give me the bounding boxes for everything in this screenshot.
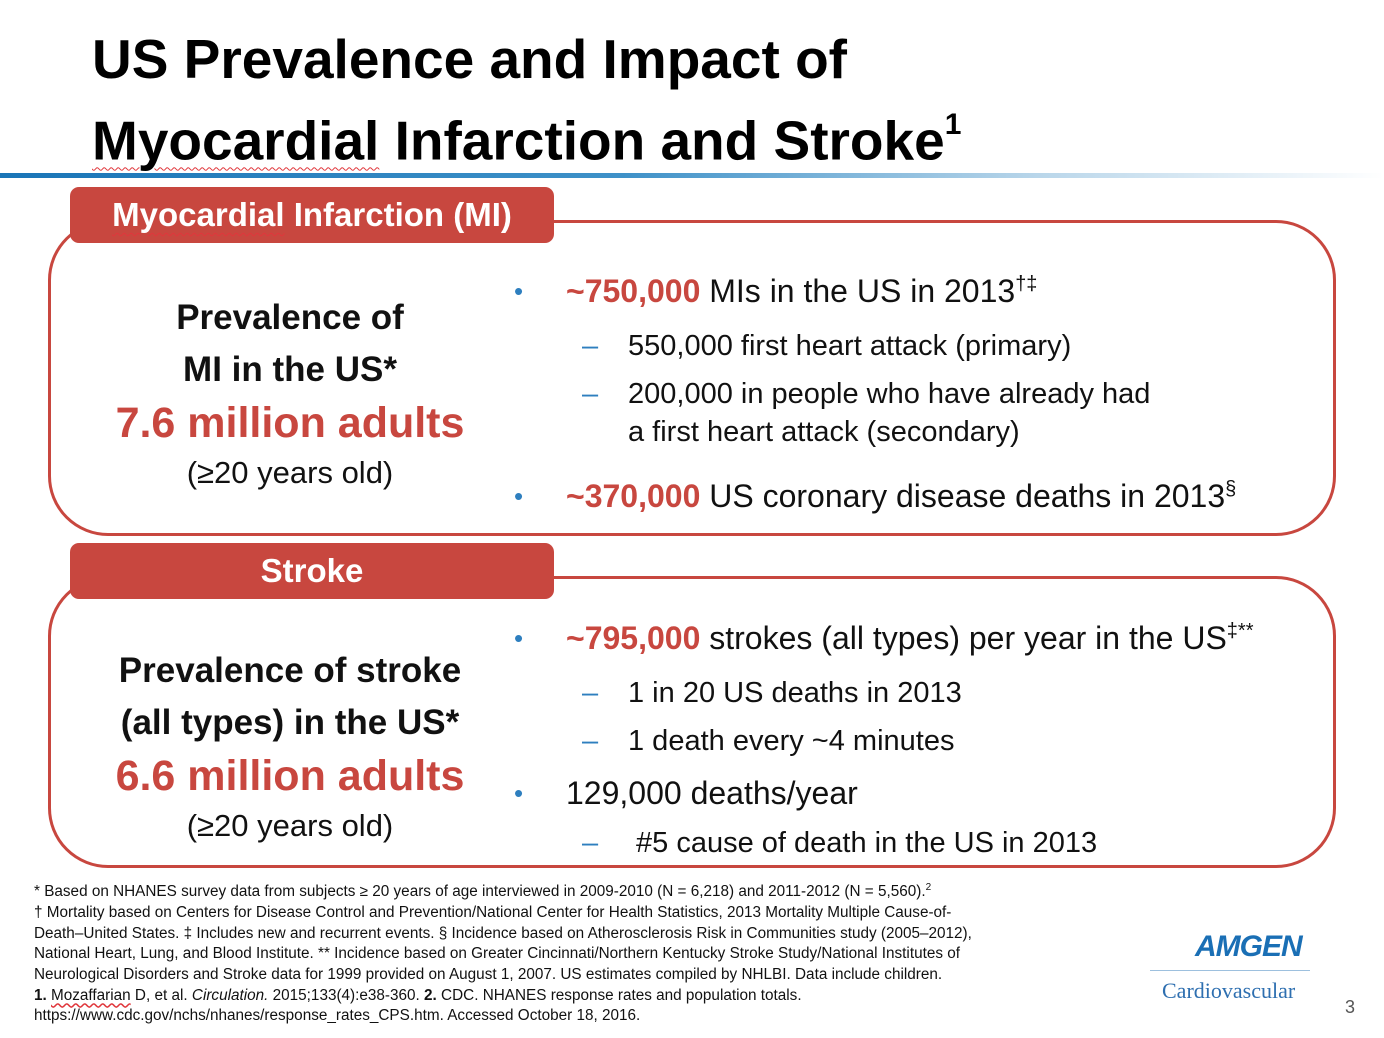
stroke-subbullet-3-text: #5 cause of death in the US in 2013 bbox=[636, 827, 1098, 859]
ref-journal: Circulation. bbox=[191, 986, 269, 1004]
mi-subbullet-2: – 200,000 in people who have already had… bbox=[510, 375, 1330, 451]
stroke-subbullet-2: – 1 death every ~4 minutes bbox=[510, 722, 1330, 760]
bullet-dot-icon: • bbox=[514, 778, 524, 808]
mi-panel bbox=[48, 220, 1336, 536]
stroke-prevalence: Prevalence of stroke (all types) in the … bbox=[55, 645, 525, 849]
amgen-wordmark: AMGEN bbox=[1195, 930, 1303, 963]
stroke-panel bbox=[48, 576, 1336, 868]
page-number: 3 bbox=[1345, 997, 1356, 1017]
title-line-1: US Prevalence and Impact of bbox=[92, 28, 847, 90]
mi-prevalence-age: (≥20 years old) bbox=[186, 455, 394, 490]
mi-subbullet-2-line2: a first heart attack (secondary) bbox=[628, 416, 1020, 448]
bullet-dot-icon: • bbox=[514, 481, 524, 511]
mi-tab: Myocardial Infarction (MI) bbox=[70, 187, 554, 243]
mi-bullet-1-highlight: ~750,000 bbox=[566, 273, 701, 309]
logo-division: Cardiovascular bbox=[1162, 978, 1296, 1003]
mi-bullet-1: • ~750,000 MIs in the US in 2013†‡ bbox=[510, 270, 1330, 317]
stroke-subbullet-1-text: 1 in 20 US deaths in 2013 bbox=[628, 677, 962, 709]
stroke-bullet-2: • 129,000 deaths/year bbox=[510, 772, 1330, 814]
dash-icon: – bbox=[582, 725, 599, 757]
title-word-myocardial: Myocardial bbox=[92, 109, 380, 172]
amgen-cardiovascular-logo: AMGEN Cardiovascular bbox=[1150, 922, 1320, 1012]
stroke-bullets: • ~795,000 strokes (all types) per year … bbox=[510, 617, 1330, 862]
mi-bullet-2: • ~370,000 US coronary disease deaths in… bbox=[510, 475, 1330, 522]
ref-cite: 2015;133(4):e38-360. bbox=[268, 986, 425, 1004]
title-reference: 1 bbox=[944, 108, 962, 141]
footnote-line-3: Death–United States. ‡ Includes new and … bbox=[34, 924, 972, 942]
stroke-bullet-1: • ~795,000 strokes (all types) per year … bbox=[510, 617, 1330, 664]
stroke-prevalence-value: 6.6 million adults bbox=[115, 752, 465, 800]
footnote-line-6: 1. Mozaffarian D, et al. Circulation. 20… bbox=[34, 986, 1104, 1007]
mi-bullet-2-sup: § bbox=[1225, 478, 1237, 500]
ref-number-2: 2. bbox=[424, 986, 437, 1004]
footnote-line-1-text: * Based on NHANES survey data from subje… bbox=[34, 883, 926, 901]
stroke-bullet-2-text: 129,000 deaths/year bbox=[566, 775, 858, 811]
ref-number-1: 1. bbox=[34, 986, 47, 1004]
mi-subbullet-1-text: 550,000 first heart attack (primary) bbox=[628, 330, 1072, 362]
mi-bullet-2-text: US coronary disease deaths in 2013 bbox=[700, 478, 1226, 514]
mi-prevalence-line2: MI in the US* bbox=[183, 350, 397, 389]
footnote-line-4: National Heart, Lung, and Blood Institut… bbox=[34, 945, 960, 963]
dash-icon: – bbox=[582, 677, 599, 709]
title-line-2: Myocardial Infarction and Stroke1 bbox=[92, 95, 1272, 176]
footnote-line-1: * Based on NHANES survey data from subje… bbox=[34, 878, 1104, 903]
dash-icon: – bbox=[582, 827, 599, 859]
stroke-prevalence-age: (≥20 years old) bbox=[186, 808, 394, 843]
stroke-subbullet-3: – #5 cause of death in the US in 2013 bbox=[510, 824, 1330, 862]
mi-tab-rest: Infarction (MI) bbox=[284, 196, 512, 233]
mi-subbullet-2-line1: 200,000 in people who have already had bbox=[628, 378, 1151, 410]
ref-author: Mozaffarian bbox=[51, 986, 131, 1004]
mi-prevalence-value: 7.6 million adults bbox=[115, 399, 465, 447]
footnote-line-7: https://www.cdc.gov/nchs/nhanes/response… bbox=[34, 1007, 641, 1025]
footnote-line-1-sup: 2 bbox=[925, 882, 932, 893]
slide-title: US Prevalence and Impact of Myocardial I… bbox=[92, 24, 1272, 176]
stroke-subbullet-2-text: 1 death every ~4 minutes bbox=[628, 725, 955, 757]
stroke-bullet-1-text: strokes (all types) per year in the US bbox=[700, 620, 1227, 656]
bullet-dot-icon: • bbox=[514, 623, 524, 653]
stroke-bullet-1-sup: ‡** bbox=[1226, 620, 1254, 642]
mi-bullet-1-sup: †‡ bbox=[1015, 273, 1038, 295]
mi-bullets: • ~750,000 MIs in the US in 2013†‡ – 550… bbox=[510, 270, 1330, 522]
title-line-2-rest: Infarction and Stroke bbox=[379, 109, 945, 172]
stroke-prevalence-line1: Prevalence of stroke bbox=[118, 651, 462, 690]
mi-bullet-1-text: MIs in the US in 2013 bbox=[700, 273, 1016, 309]
mi-bullet-2-highlight: ~370,000 bbox=[566, 478, 701, 514]
mi-subbullet-1: – 550,000 first heart attack (primary) bbox=[510, 327, 1330, 365]
stroke-bullet-1-highlight: ~795,000 bbox=[566, 620, 701, 656]
logo-divider bbox=[1150, 970, 1310, 971]
stroke-tab: Stroke bbox=[70, 543, 554, 599]
dash-icon: – bbox=[582, 378, 599, 410]
dash-icon: – bbox=[582, 330, 599, 362]
mi-prevalence-line1: Prevalence of bbox=[176, 298, 404, 337]
bullet-dot-icon: • bbox=[514, 276, 524, 306]
footnotes: * Based on NHANES survey data from subje… bbox=[34, 878, 1104, 1027]
stroke-subbullet-1: – 1 in 20 US deaths in 2013 bbox=[510, 674, 1330, 712]
title-divider bbox=[0, 173, 1384, 178]
ref-end: CDC. NHANES response rates and populatio… bbox=[436, 986, 802, 1004]
footnote-line-5: Neurological Disorders and Stroke data f… bbox=[34, 965, 943, 983]
ref-mid: D, et al. bbox=[130, 986, 192, 1004]
footnote-line-2: † Mortality based on Centers for Disease… bbox=[34, 903, 952, 921]
mi-prevalence: Prevalence of MI in the US* 7.6 million … bbox=[55, 292, 525, 496]
stroke-prevalence-line2: (all types) in the US* bbox=[120, 703, 460, 742]
mi-tab-word: Myocardial bbox=[112, 196, 285, 233]
